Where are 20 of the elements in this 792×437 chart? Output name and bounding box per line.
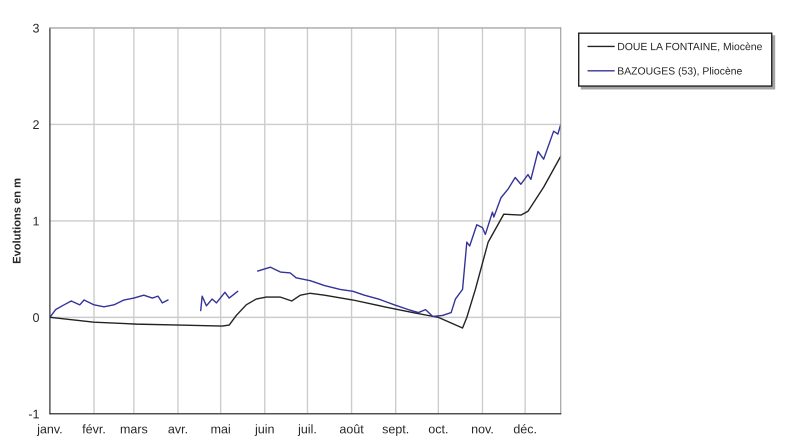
y-tick-label: 2 [33,120,39,129]
x-tick-label: mai [211,424,230,434]
x-tick-label: déc. [514,424,536,434]
y-tick-label: 0 [33,313,39,322]
legend-label: BAZOUGES (53), Pliocène [618,66,742,77]
y-tick-label: -1 [28,410,39,418]
x-tick-label: févr. [82,424,105,434]
y-tick-label: 3 [33,24,39,33]
x-tick-label: avr. [168,426,187,434]
legend-label: DOUE LA FONTAINE, Miocène [618,42,762,52]
y-axis-title: Evolutions en m [12,178,21,264]
x-tick-label: mars [120,426,148,434]
x-tick-label: nov. [472,426,493,434]
x-tick-label: juil. [298,424,316,436]
x-tick-label: sept. [382,425,408,436]
x-tick-label: janv. [36,424,62,436]
x-tick-label: août [340,424,364,434]
y-tick-label: 1 [33,216,39,226]
x-tick-label: juin [254,424,274,436]
x-tick-label: oct. [428,425,448,434]
